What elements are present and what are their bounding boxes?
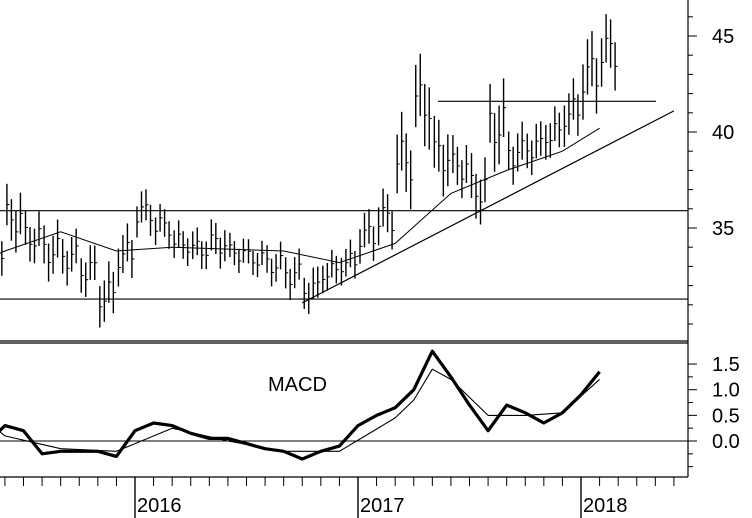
price-bar-2016-11 xyxy=(322,249,339,294)
price-moving-average-line xyxy=(0,127,600,264)
price-bar-2017-05 xyxy=(433,115,451,197)
macd-y-ticks: 0.0 0.5 1.0 1.5 xyxy=(688,354,740,468)
price-bar-2015-10 xyxy=(80,245,98,297)
price-bar-2018-02 xyxy=(600,14,618,91)
price-bar-2015-11 xyxy=(99,261,116,328)
y-axis: 35 40 45 0.0 0.5 1.0 1.5 xyxy=(687,0,740,477)
price-bar-2016-05 xyxy=(210,219,228,269)
price-bar-2017-08 xyxy=(489,78,507,172)
x-axis-minor-ticks xyxy=(4,477,675,486)
macd-signal-line xyxy=(0,368,600,452)
price-bar-2016-07 xyxy=(247,239,265,278)
x-year-tick-label: 2017 xyxy=(360,495,405,517)
x-year-tick-label: 2016 xyxy=(137,495,182,517)
x-year-tick-label: 2018 xyxy=(583,495,628,517)
macd-lines xyxy=(0,349,601,461)
price-horizontal-lines xyxy=(0,100,688,300)
price-bar-2016-01 xyxy=(136,189,153,238)
price-bar-2017-04 xyxy=(415,53,432,150)
price-y-tick-label: 45 xyxy=(712,26,734,48)
price-bar-2016-06 xyxy=(229,232,246,274)
price-bar-2015-06 xyxy=(6,183,23,253)
x-axis: 2016 2017 2018 xyxy=(4,477,675,518)
macd-y-tick-label: 0.0 xyxy=(712,431,740,453)
price-bar-2017-01 xyxy=(359,209,376,264)
price-y-tick-label: 35 xyxy=(712,218,734,240)
price-bar-2016-02 xyxy=(154,204,172,249)
price-bar-2015-05 xyxy=(1,241,5,276)
x-axis-year-ticks: 2016 2017 2018 xyxy=(134,477,628,518)
price-panel xyxy=(0,14,688,342)
price-bar-2016-09 xyxy=(284,248,302,300)
price-y-tick-label: 40 xyxy=(712,122,734,144)
price-bar-2017-07 xyxy=(470,152,488,225)
price-bar-2017-09 xyxy=(507,121,525,185)
macd-line xyxy=(0,349,601,461)
macd-y-tick-label: 1.5 xyxy=(712,354,740,376)
price-bar-2015-09 xyxy=(61,228,79,286)
price-bar-2015-07 xyxy=(24,210,42,264)
price-moving-average xyxy=(0,127,600,264)
price-bar-2016-04 xyxy=(192,227,209,270)
price-trendline-line xyxy=(301,110,675,304)
price-bar-2018-01 xyxy=(582,31,599,120)
price-bar-2015-08 xyxy=(43,219,61,282)
price-trendline xyxy=(301,110,675,304)
price-bars xyxy=(1,14,618,328)
macd-y-tick-label: 0.5 xyxy=(712,405,740,427)
price-bar-2015-12 xyxy=(117,223,135,287)
price-bar-2016-10 xyxy=(303,266,321,314)
price-bar-2016-12 xyxy=(340,239,358,286)
indicator-panel: MACD xyxy=(0,342,688,478)
price-bar-2017-10 xyxy=(526,121,544,176)
price-bar-2017-11 xyxy=(545,106,562,160)
price-bar-2017-06 xyxy=(452,135,469,199)
price-bar-2017-03 xyxy=(396,111,414,210)
indicator-label: MACD xyxy=(268,374,327,396)
price-bar-2017-12 xyxy=(563,78,581,148)
macd-y-tick-label: 1.0 xyxy=(712,380,740,402)
price-bar-2016-08 xyxy=(266,241,284,287)
price-y-ticks: 35 40 45 xyxy=(688,16,734,325)
price-bar-2016-03 xyxy=(173,220,191,266)
price-bar-2017-02 xyxy=(377,188,395,250)
